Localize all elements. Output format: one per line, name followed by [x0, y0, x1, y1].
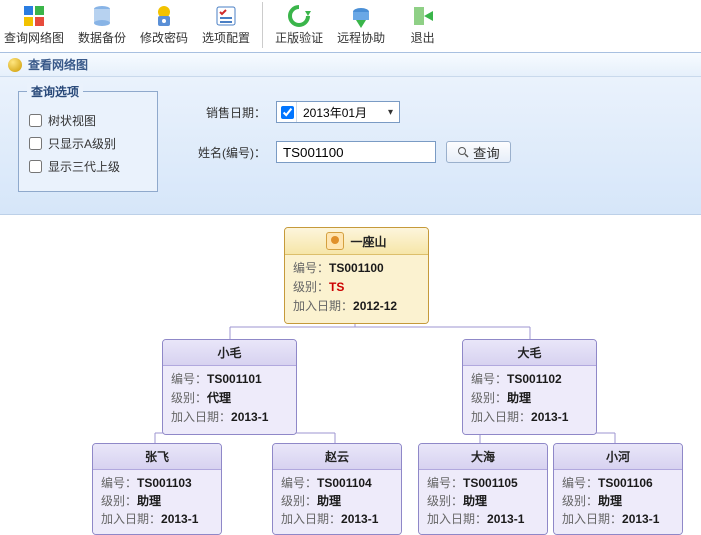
node-name: 大毛 [517, 344, 541, 361]
toolbar-label: 远程协助 [337, 29, 385, 46]
node-join: 2013-1 [531, 410, 568, 424]
date-value: 2013年01月 [303, 106, 367, 120]
node-id: TS001102 [507, 372, 562, 386]
opt-only-a[interactable]: 只显示A级别 [29, 135, 147, 152]
date-label: 销售日期： [188, 104, 266, 121]
node-l2c[interactable]: 大海 编号：TS001105 级别：助理 加入日期：2013-1 [418, 443, 548, 535]
node-level: 代理 [207, 391, 231, 405]
toolbar-label: 修改密码 [140, 29, 188, 46]
chevron-down-icon[interactable]: ▾ [388, 107, 393, 118]
name-label: 姓名(编号)： [188, 144, 266, 161]
node-name: 张飞 [145, 448, 169, 465]
node-id: TS001101 [207, 372, 262, 386]
node-level: 助理 [507, 391, 531, 405]
node-id: TS001104 [317, 476, 372, 490]
node-name: 小河 [606, 448, 630, 465]
node-l2d[interactable]: 小河 编号：TS001106 级别：助理 加入日期：2013-1 [553, 443, 683, 535]
node-l2b[interactable]: 赵云 编号：TS001104 级别：助理 加入日期：2013-1 [272, 443, 402, 535]
node-name: 一座山 [350, 233, 386, 250]
node-level: 助理 [598, 494, 622, 508]
node-l1b[interactable]: 大毛 编号：TS001102 级别：助理 加入日期：2013-1 [462, 339, 597, 435]
section-title-bar: 查看网络图 [0, 53, 701, 77]
search-icon [457, 146, 469, 158]
node-level: TS [329, 280, 344, 294]
recycle-icon [287, 4, 311, 28]
filter-fields: 销售日期： 2013年01月 ▾ 姓名(编号)： 查询 [188, 91, 511, 192]
filter-panel: 查询选项 树状视图 只显示A级别 显示三代上级 销售日期： 2013年01月 ▾ … [0, 77, 701, 215]
toolbar-options[interactable]: 选项配置 [198, 2, 254, 48]
search-button-label: 查询 [473, 143, 500, 162]
node-l1a[interactable]: 小毛 编号：TS001101 级别：代理 加入日期：2013-1 [162, 339, 297, 435]
node-join: 2013-1 [161, 512, 198, 526]
lock-icon [152, 4, 176, 28]
toolbar-remote[interactable]: 远程协助 [333, 2, 389, 48]
toolbar-label: 退出 [411, 29, 435, 46]
tree-diagram: 一座山 编号：TS001100 级别：TS 加入日期：2012-12 小毛 编号… [0, 215, 701, 525]
toolbar-backup[interactable]: 数据备份 [74, 2, 130, 48]
list-icon [214, 4, 238, 28]
search-button[interactable]: 查询 [446, 141, 511, 163]
checkbox[interactable] [29, 114, 42, 127]
checkbox[interactable] [29, 137, 42, 150]
node-join: 2013-1 [341, 512, 378, 526]
section-title-text: 查看网络图 [28, 56, 88, 73]
node-name: 赵云 [325, 448, 349, 465]
cube-icon [22, 4, 46, 28]
node-name: 小毛 [217, 344, 241, 361]
toolbar-exit[interactable]: 退出 [395, 2, 450, 48]
node-join: 2012-12 [353, 299, 397, 313]
node-root[interactable]: 一座山 编号：TS001100 级别：TS 加入日期：2012-12 [284, 227, 429, 324]
toolbar-password[interactable]: 修改密码 [136, 2, 192, 48]
node-l2a[interactable]: 张飞 编号：TS001103 级别：助理 加入日期：2013-1 [92, 443, 222, 535]
node-level: 助理 [463, 494, 487, 508]
checkbox[interactable] [29, 160, 42, 173]
node-join: 2013-1 [231, 410, 268, 424]
query-options-title: 查询选项 [27, 83, 83, 100]
avatar-icon [326, 232, 344, 250]
node-level: 助理 [317, 494, 341, 508]
node-join: 2013-1 [487, 512, 524, 526]
opt-three-gen[interactable]: 显示三代上级 [29, 158, 147, 175]
db-icon [90, 4, 114, 28]
main-toolbar: 查询网络图 数据备份 修改密码 选项配置 正版验证 远程协助 退出 [0, 0, 701, 53]
toolbar-verify[interactable]: 正版验证 [271, 2, 327, 48]
node-id: TS001100 [329, 261, 384, 275]
toolbar-separator [262, 2, 263, 48]
toolbar-label: 选项配置 [202, 29, 250, 46]
node-level: 助理 [137, 494, 161, 508]
toolbar-label: 数据备份 [78, 29, 126, 46]
remote-icon [349, 4, 373, 28]
node-id: TS001103 [137, 476, 192, 490]
node-id: TS001105 [463, 476, 518, 490]
toolbar-label: 查询网络图 [4, 29, 64, 46]
exit-icon [411, 4, 435, 28]
date-combo[interactable]: 2013年01月 ▾ [276, 101, 400, 123]
toolbar-label: 正版验证 [275, 29, 323, 46]
opt-tree-view[interactable]: 树状视图 [29, 112, 147, 129]
query-options-group: 查询选项 树状视图 只显示A级别 显示三代上级 [18, 91, 158, 192]
date-enable-checkbox[interactable] [277, 102, 297, 122]
node-name: 大海 [471, 448, 495, 465]
name-input[interactable] [276, 141, 436, 163]
node-join: 2013-1 [622, 512, 659, 526]
node-id: TS001106 [598, 476, 653, 490]
toolbar-query[interactable]: 查询网络图 [0, 2, 68, 48]
pineapple-icon [8, 58, 22, 72]
